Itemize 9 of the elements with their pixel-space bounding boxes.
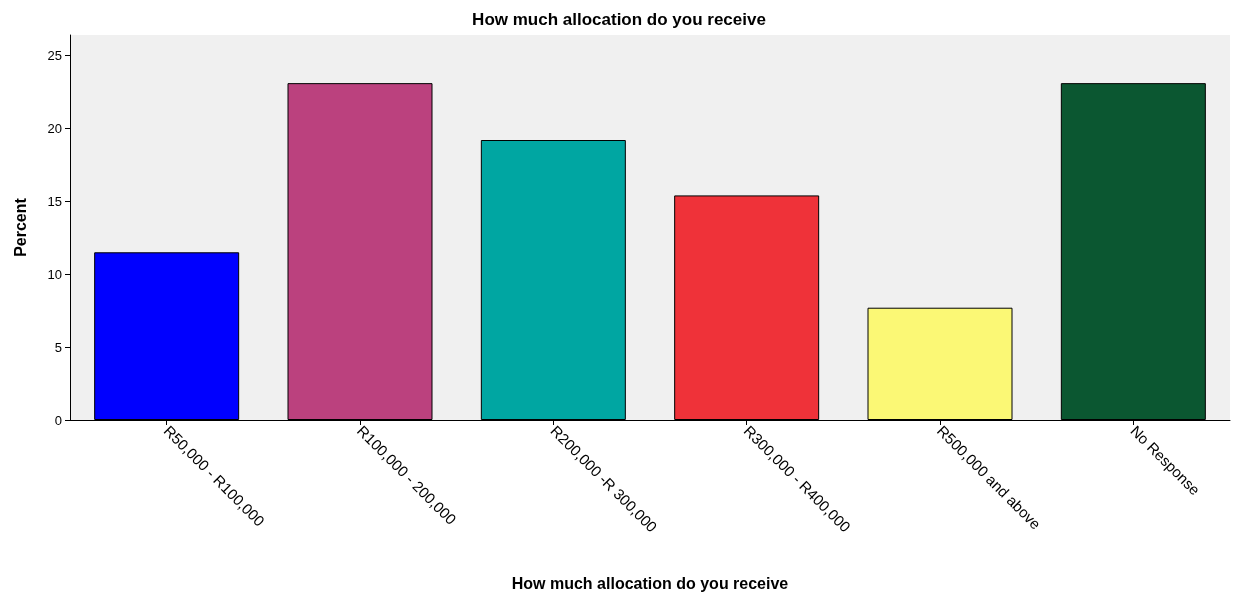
y-axis-title: Percent xyxy=(11,197,29,257)
y-tick-label: 15 xyxy=(47,193,62,209)
y-tick-label: 0 xyxy=(54,412,62,428)
chart-title: How much allocation do you receive xyxy=(472,10,766,29)
y-tick-label: 10 xyxy=(47,266,62,282)
y-tick-label: 25 xyxy=(47,47,62,63)
y-tick-label: 20 xyxy=(47,120,62,136)
x-axis-title: How much allocation do you receive xyxy=(511,574,789,592)
y-tick-label: 5 xyxy=(54,339,62,355)
